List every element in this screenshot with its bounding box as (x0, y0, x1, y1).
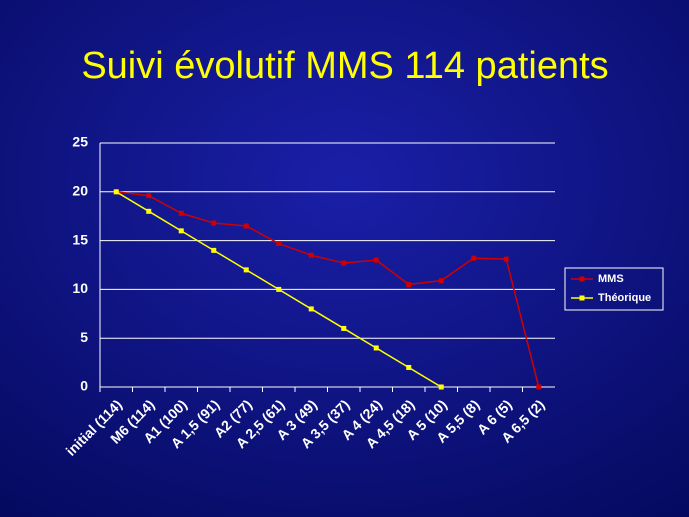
series-line (116, 191, 540, 388)
legend-label: Théorique (598, 292, 651, 304)
point (276, 286, 282, 292)
legend-label: MMS (598, 273, 624, 285)
point (211, 247, 217, 253)
y-tick-label: 15 (72, 231, 88, 247)
point (146, 208, 152, 214)
point (406, 364, 412, 370)
point (341, 260, 347, 266)
point (146, 193, 152, 199)
point (536, 384, 542, 390)
point (178, 210, 184, 216)
point (308, 306, 314, 312)
legend-marker (579, 276, 585, 282)
legend-marker (579, 295, 585, 301)
point (471, 255, 477, 261)
point (373, 257, 379, 263)
point (341, 325, 347, 331)
point (243, 223, 249, 229)
point (438, 278, 444, 284)
y-tick-label: 20 (72, 183, 88, 199)
y-tick-label: 0 (80, 378, 88, 394)
y-tick-label: 5 (80, 329, 88, 345)
chart-title: Suivi évolutif MMS 114 patients (81, 45, 608, 87)
point (276, 241, 282, 247)
point (308, 252, 314, 258)
point (503, 256, 509, 262)
y-tick-label: 10 (72, 280, 88, 296)
point (211, 220, 217, 226)
point (243, 267, 249, 273)
point (438, 384, 444, 390)
point (406, 282, 412, 288)
legend-box (564, 267, 664, 311)
point (178, 228, 184, 234)
y-tick-label: 25 (72, 134, 88, 150)
point (373, 345, 379, 351)
point (113, 189, 119, 195)
